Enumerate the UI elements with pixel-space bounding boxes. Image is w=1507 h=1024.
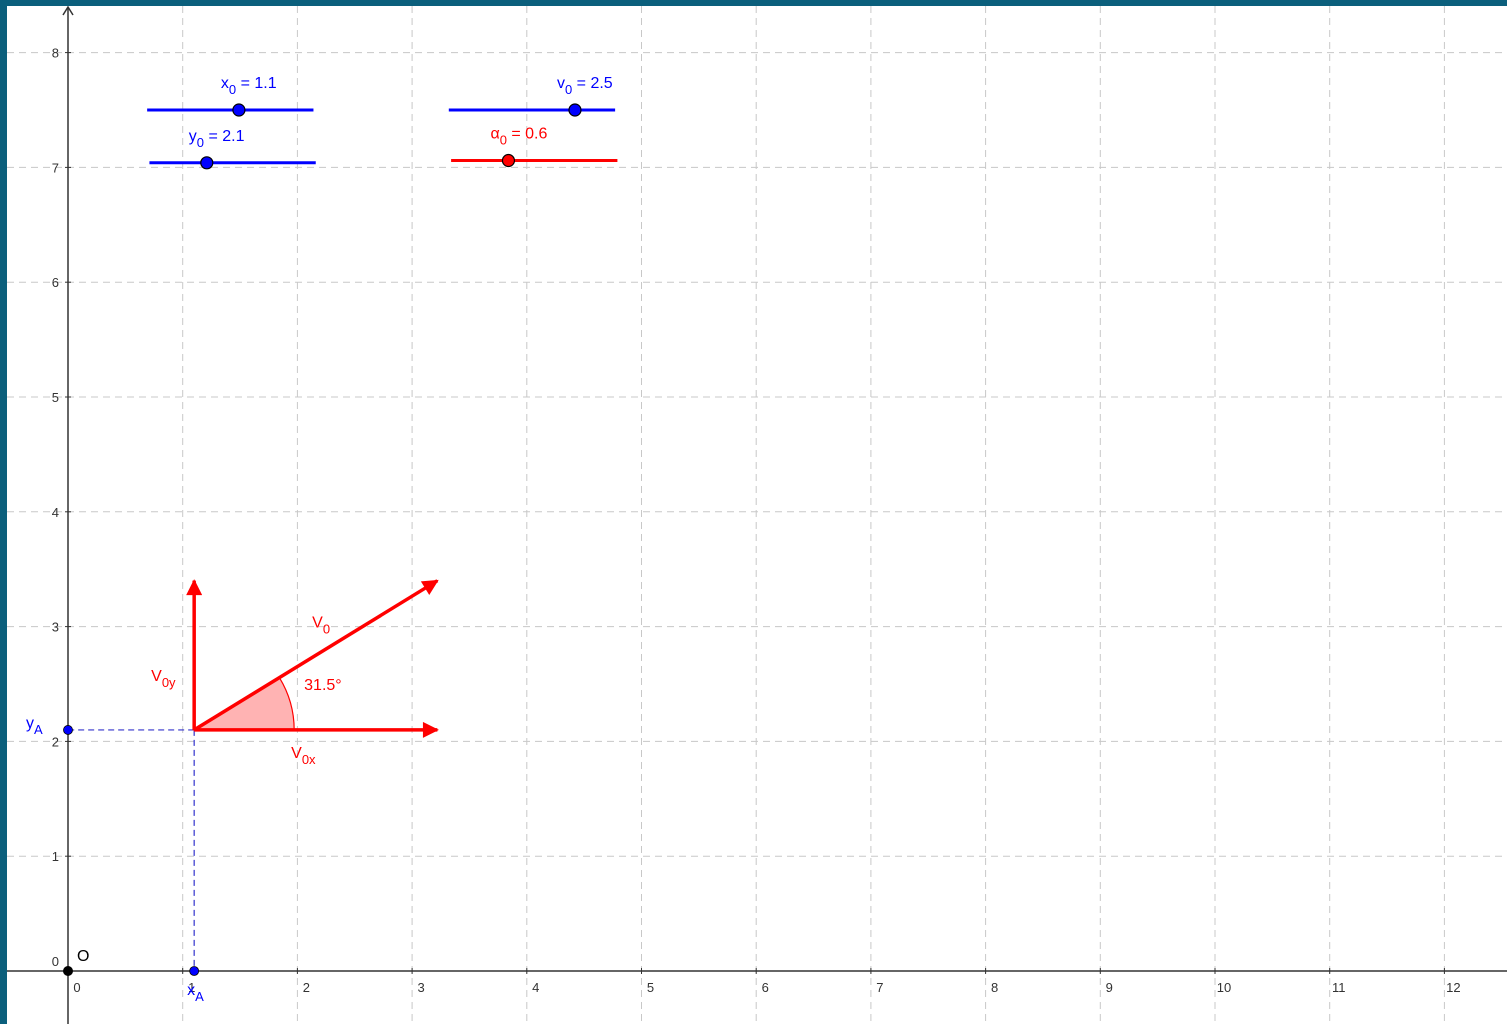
x-tick-label-1: 1 — [188, 980, 195, 995]
y-axis-arrow — [62, 6, 74, 16]
x-tick-label-8: 8 — [991, 980, 998, 995]
y-tick-label-8: 8 — [52, 46, 59, 61]
label-v0x: V0x — [291, 745, 316, 767]
point-x-a[interactable] — [189, 966, 200, 976]
y-tick-label-3: 3 — [52, 620, 59, 635]
y-tick-label-4: 4 — [52, 505, 59, 520]
slider-y0-knob[interactable] — [200, 156, 214, 170]
angle-label: 31.5° — [304, 677, 342, 694]
y-tick-label-2: 2 — [52, 734, 59, 749]
y-tick-label-7: 7 — [52, 160, 59, 175]
x-tick-label-10: 10 — [1217, 980, 1231, 995]
label-y-a: yA — [26, 715, 43, 737]
x-tick-label-12: 12 — [1446, 980, 1460, 995]
x-tick-label-0: 0 — [73, 980, 80, 995]
x-tick-label-7: 7 — [876, 980, 883, 995]
x-tick-label-5: 5 — [647, 980, 654, 995]
origin-point[interactable] — [63, 966, 73, 976]
vector-v0[interactable] — [193, 579, 439, 732]
y-tick-label-1: 1 — [52, 849, 59, 864]
y-tick-label-5: 5 — [52, 390, 59, 405]
slider-alpha0-knob[interactable] — [501, 153, 516, 168]
origin-label: O — [77, 948, 89, 965]
label-v0: V0 — [312, 614, 330, 636]
slider-x0-knob[interactable] — [232, 103, 246, 117]
x-tick-label-6: 6 — [762, 980, 769, 995]
x-tick-label-3: 3 — [417, 980, 424, 995]
x-tick-label-4: 4 — [532, 980, 539, 995]
slider-v0-label: v0 = 2.5 — [557, 75, 613, 97]
slider-x0-label: x0 = 1.1 — [221, 75, 277, 97]
slider-alpha0-label: α0 = 0.6 — [490, 126, 547, 148]
x-tick-label-9: 9 — [1106, 980, 1113, 995]
slider-y0-label: y0 = 2.1 — [189, 128, 245, 150]
x-tick-label-11: 11 — [1332, 980, 1346, 995]
slider-v0-knob[interactable] — [568, 103, 582, 117]
label-x-a: xA — [187, 982, 204, 1004]
y-tick-label-0: 0 — [52, 954, 59, 969]
point-y-a[interactable] — [63, 725, 73, 735]
x-tick-label-2: 2 — [303, 980, 310, 995]
label-v0y: V0y — [151, 668, 176, 690]
y-tick-label-6: 6 — [52, 275, 59, 290]
